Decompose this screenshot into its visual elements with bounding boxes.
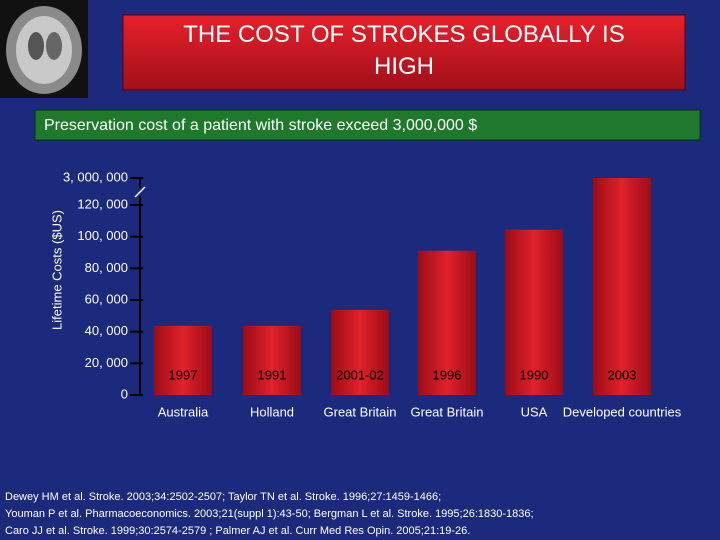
- chart-title: THE COST OF STROKES GLOBALLY IS HIGH: [183, 21, 624, 80]
- reference: Youman P et al. Pharmacoeconomics. 2003;…: [5, 508, 534, 520]
- bar: [593, 178, 651, 395]
- year-label: 1997: [169, 367, 198, 382]
- axis-break: [134, 186, 146, 198]
- x-tick-label: Great Britain: [411, 404, 484, 419]
- x-tick-label: Australia: [158, 404, 209, 419]
- bar: [154, 325, 212, 395]
- y-tick-label: 40, 000: [85, 323, 128, 338]
- x-tick-label: USA: [521, 404, 548, 419]
- reference: Caro JJ et al. Stroke. 1999;30:2574-2579…: [5, 525, 470, 537]
- reference: Dewey HM et al. Stroke. 2003;34:2502-250…: [5, 491, 441, 503]
- title-box: [122, 14, 686, 91]
- bar: [331, 309, 389, 395]
- y-axis-label: Lifetime Costs ($US): [49, 210, 64, 330]
- year-label: 2003: [608, 367, 637, 382]
- bar: [418, 250, 476, 395]
- y-tick-label: 120, 000: [77, 196, 128, 211]
- year-label: 2001-02: [336, 367, 384, 382]
- y-tick-label: 60, 000: [85, 291, 128, 306]
- y-tick-label: 20, 000: [85, 355, 128, 370]
- bar: [505, 229, 563, 395]
- bar: [243, 325, 301, 395]
- y-tick-label: 80, 000: [85, 260, 128, 275]
- x-tick-label: Holland: [250, 404, 294, 419]
- y-tick-label: 0: [121, 386, 128, 401]
- y-tick-label: 3, 000, 000: [63, 169, 128, 184]
- subtitle: Preservation cost of a patient with stro…: [44, 117, 477, 134]
- year-label: 1991: [258, 367, 287, 382]
- year-label: 1990: [520, 367, 549, 382]
- brain-image: [0, 0, 88, 98]
- x-tick-label: Great Britain: [324, 404, 397, 419]
- subtitle-box: [34, 109, 701, 141]
- y-tick-label: 100, 000: [77, 228, 128, 243]
- x-tick-label: Developed countries: [563, 404, 682, 419]
- year-label: 1996: [433, 367, 462, 382]
